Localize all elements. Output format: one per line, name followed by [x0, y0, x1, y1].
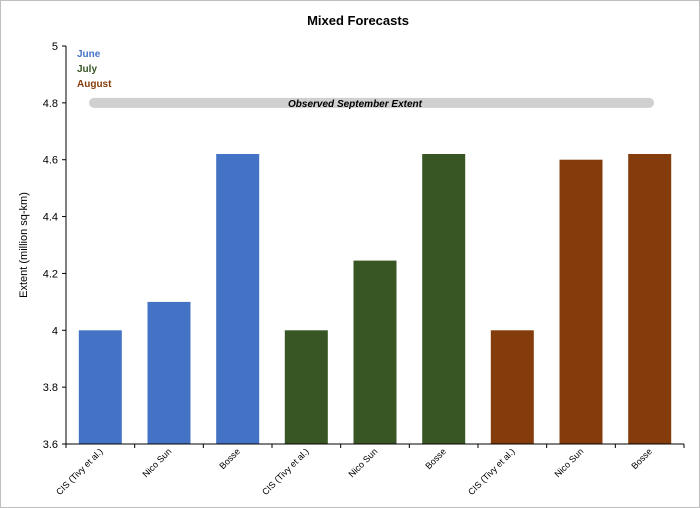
y-tick-label: 4 [52, 325, 58, 337]
y-axis-ticks: 3.6 3.8 4 4.2 4.4 4.6 4.8 5 [43, 41, 66, 451]
y-tick-label: 4.6 [43, 155, 58, 167]
x-tick-label: CIS (Tivy et al.) [260, 446, 311, 497]
bar-august-3 [628, 154, 672, 444]
x-tick-label: CIS (Tivy et al.) [466, 446, 517, 497]
x-tick-label: CIS (Tivy et al.) [54, 446, 105, 497]
legend-item-august: August [77, 79, 112, 90]
bar-june-3 [216, 154, 260, 444]
y-tick-label: 3.8 [43, 382, 58, 394]
bar-june-2 [147, 301, 191, 444]
y-axis-label: Extent (million sq-km) [18, 192, 30, 298]
bar-june-1 [78, 330, 122, 444]
y-tick-label: 4.2 [43, 268, 58, 280]
x-tick-label: Bosse [217, 446, 242, 471]
x-tick-label: Nico Sun [553, 446, 586, 479]
y-tick-label: 3.6 [43, 439, 58, 451]
bars [78, 154, 672, 444]
x-tick-label: Bosse [629, 446, 654, 471]
bar-july-1 [284, 330, 328, 444]
bar-july-3 [422, 154, 466, 444]
observed-extent-label: Observed September Extent [288, 99, 423, 110]
chart-title: Mixed Forecasts [307, 13, 409, 28]
legend: June July August [77, 49, 112, 90]
observed-extent-bar [89, 97, 654, 108]
x-tick-label: Nico Sun [141, 446, 174, 479]
x-tick-label: Nico Sun [347, 446, 380, 479]
y-tick-label: 4.4 [43, 212, 58, 224]
legend-item-july: July [77, 64, 97, 75]
x-tick-label: Bosse [423, 446, 448, 471]
bar-august-1 [490, 330, 534, 444]
category-labels: CIS (Tivy et al.) Nico Sun Bosse CIS (Tivy … [54, 446, 654, 497]
bar-august-2 [559, 159, 603, 444]
axes [65, 46, 685, 448]
y-tick-label: 4.8 [43, 98, 58, 110]
legend-item-june: June [77, 49, 101, 60]
observed-extent-band: Observed September Extent [89, 97, 654, 110]
bar-july-2 [353, 260, 397, 444]
y-tick-label: 5 [52, 41, 58, 53]
